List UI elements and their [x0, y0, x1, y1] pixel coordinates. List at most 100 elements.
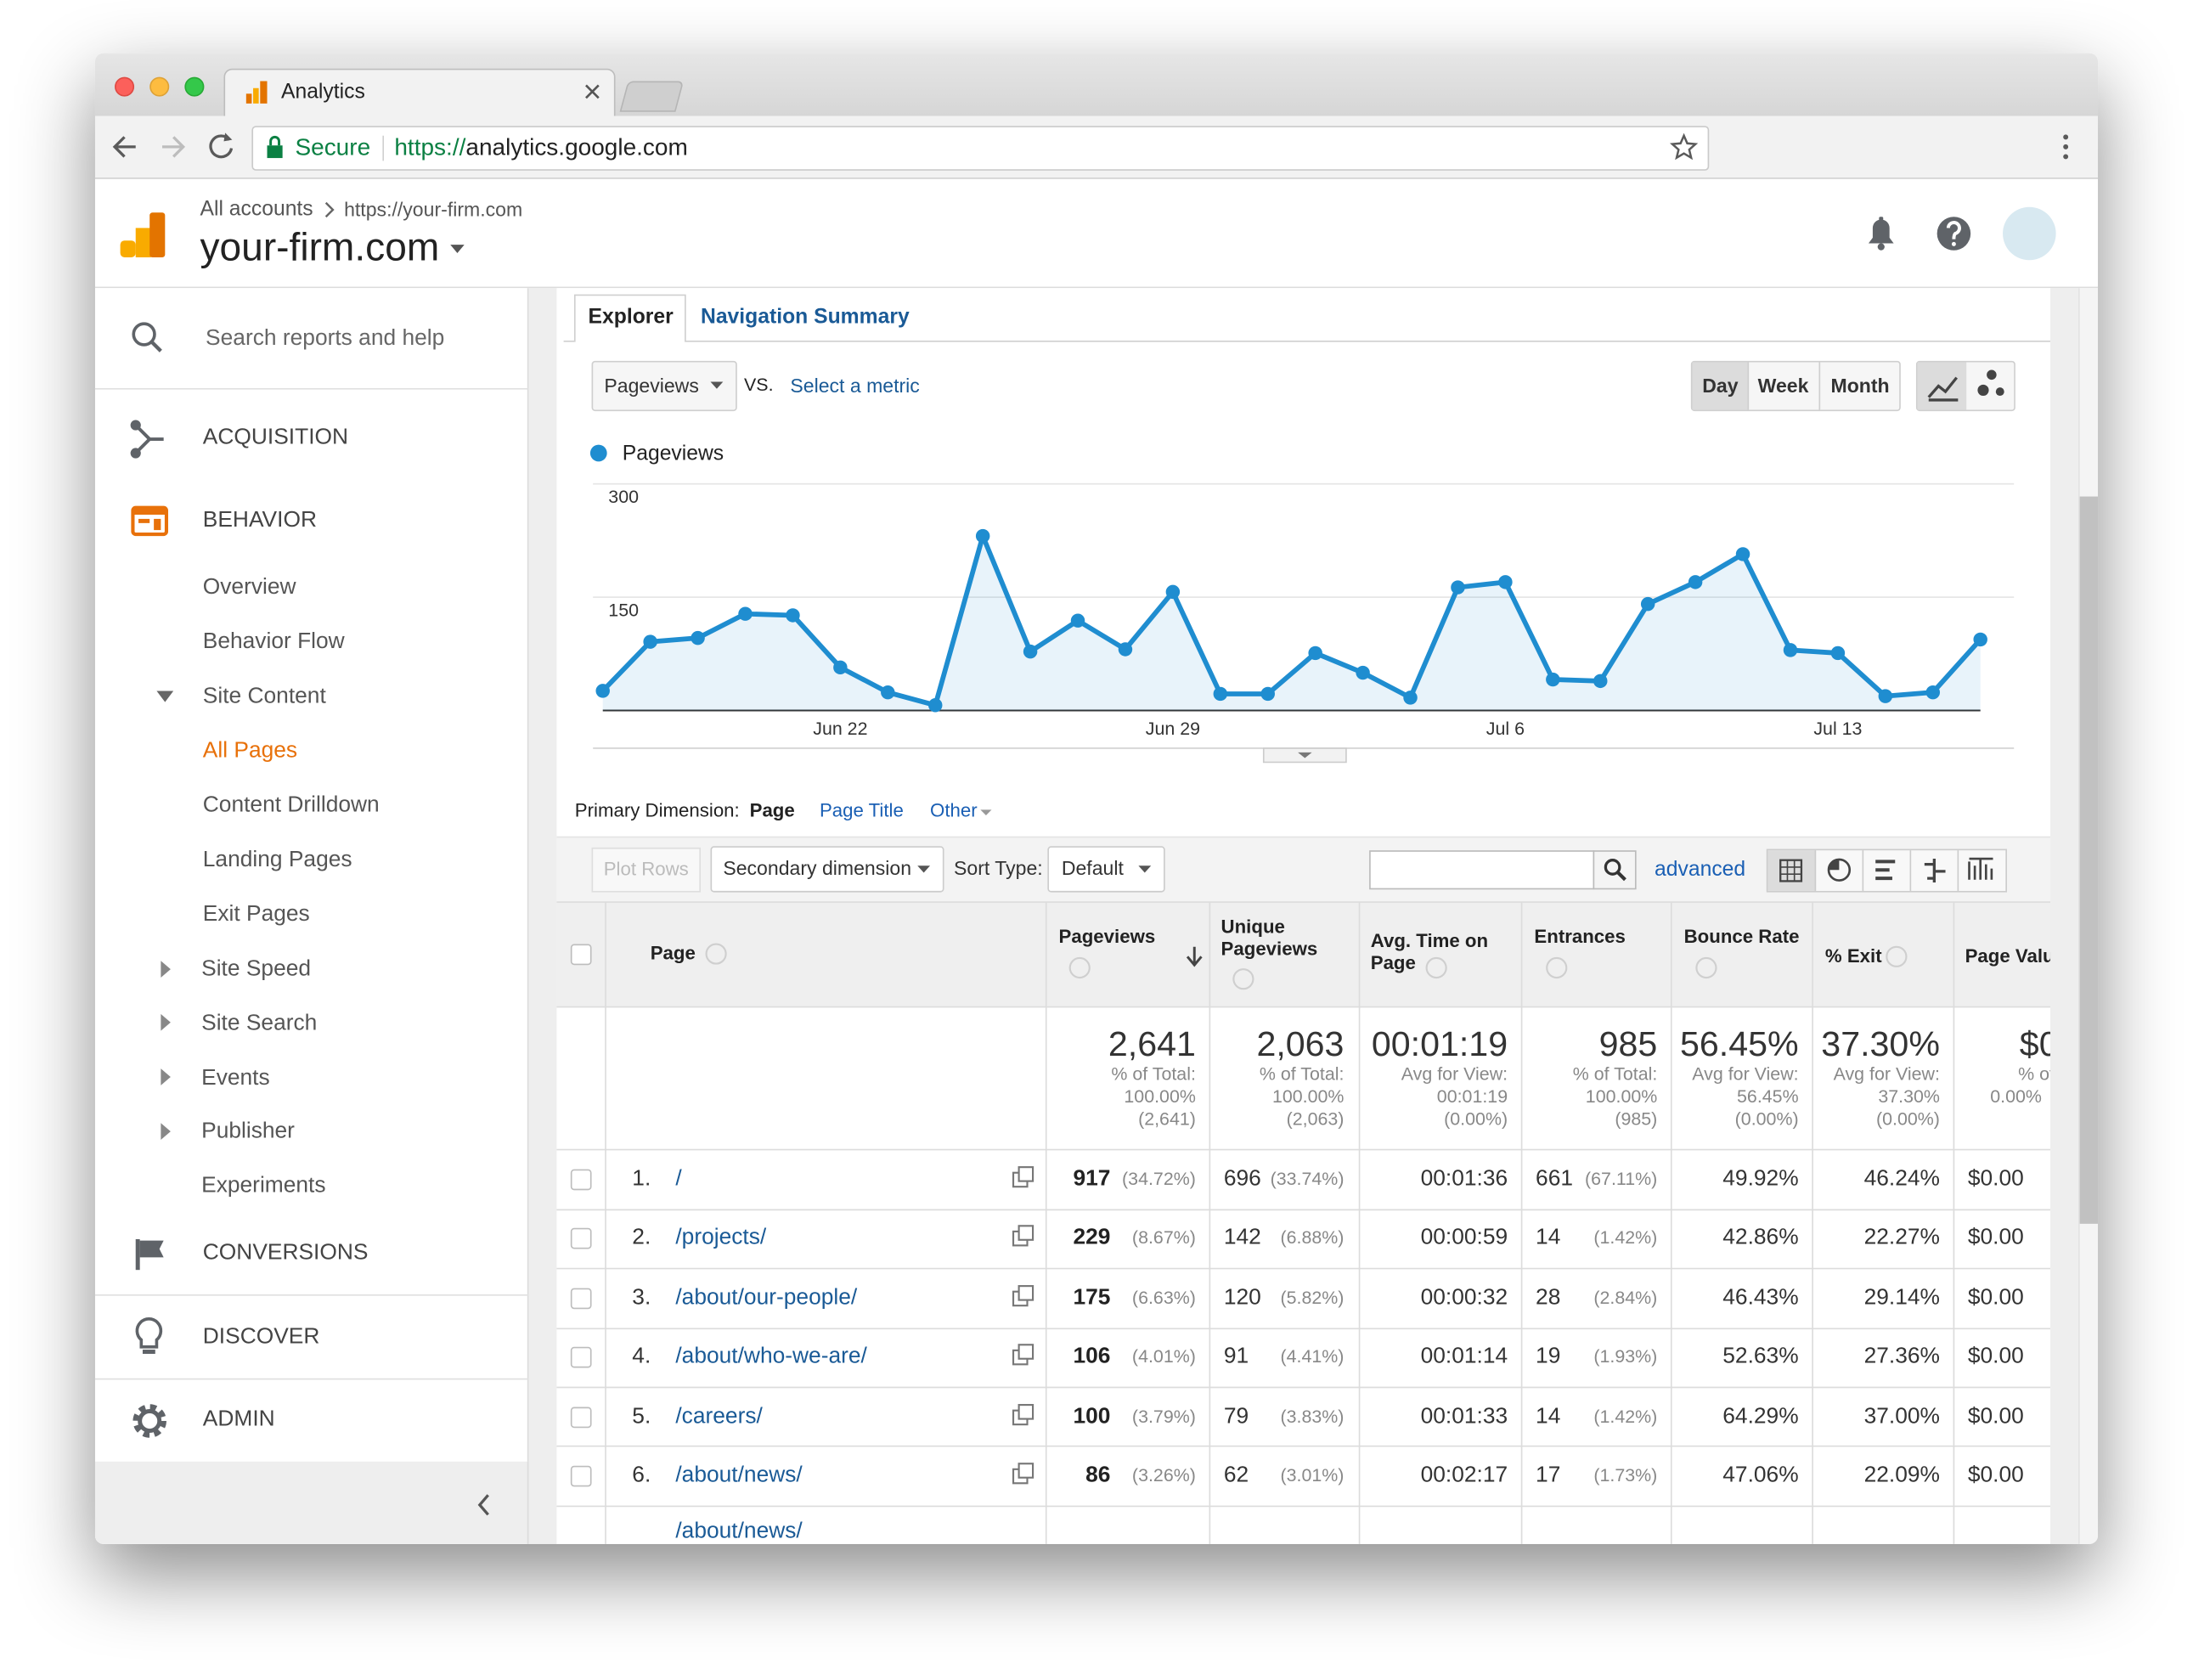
property-caret[interactable]	[450, 245, 465, 254]
zoom-button[interactable]	[184, 76, 205, 97]
nav-item[interactable]: Content Drilldown	[202, 793, 380, 818]
cell-page[interactable]: /about/our-people/	[675, 1285, 858, 1310]
interval-button[interactable]: Week	[1757, 374, 1809, 397]
search-placeholder[interactable]: Search reports and help	[206, 326, 445, 351]
cell-page[interactable]: /about/who-we-are/	[675, 1345, 867, 1369]
column-header[interactable]: Entrances	[1534, 926, 1626, 947]
close-button[interactable]	[115, 76, 135, 97]
line-chart-button[interactable]	[1917, 362, 1967, 410]
interval-button[interactable]: Month	[1830, 374, 1890, 397]
nav-item[interactable]: Exit Pages	[202, 902, 310, 927]
interval-active[interactable]	[1692, 362, 1749, 410]
nav-item[interactable]: Overview	[202, 575, 296, 600]
other-caret	[980, 809, 992, 816]
breadcrumb[interactable]: https://your-firm.com	[344, 198, 523, 221]
help-hints[interactable]	[705, 943, 1908, 990]
nav-item[interactable]: Site Search	[201, 1011, 318, 1035]
plot-rows-button[interactable]: Plot Rows	[603, 858, 689, 880]
cell-unique-pct: (4.41%)	[1280, 1345, 1345, 1367]
browser-menu[interactable]	[2063, 134, 2069, 160]
cell-page[interactable]: /careers/	[675, 1404, 763, 1429]
motion-chart-icon[interactable]	[1977, 369, 2004, 397]
data-point	[1735, 547, 1750, 561]
plot-rows-button[interactable]	[591, 847, 701, 893]
sort-value[interactable]: Default	[1061, 856, 1124, 880]
tab[interactable]: Explorer	[588, 304, 674, 329]
column-header[interactable]: Page Value	[1965, 945, 2065, 967]
explorer-tab[interactable]	[576, 296, 685, 343]
url[interactable]: https://analytics.google.com	[394, 134, 687, 163]
nav-section[interactable]: DISCOVER	[202, 1325, 320, 1350]
search-icon[interactable]	[132, 322, 162, 352]
sort-arrow[interactable]	[1186, 946, 1203, 967]
column-header[interactable]: Avg. Time on Page	[1370, 930, 1489, 974]
metric-dropdown[interactable]	[591, 360, 737, 412]
nav-item[interactable]: All Pages	[202, 739, 298, 764]
column-header[interactable]: Pageviews	[1058, 926, 1156, 947]
secondary-dimension-dropdown[interactable]	[710, 846, 944, 893]
address-bar[interactable]	[251, 126, 1710, 171]
interval-button[interactable]: Day	[1702, 374, 1739, 397]
nav-item[interactable]: Events	[201, 1065, 270, 1090]
dimension-option[interactable]: Page Title	[819, 799, 904, 821]
metric-dropdown-label[interactable]: Pageviews	[604, 374, 699, 397]
collapse-arrow[interactable]	[161, 1013, 171, 1031]
table-search-input[interactable]	[1369, 850, 1595, 890]
expand-arrow[interactable]	[156, 691, 174, 702]
column-header[interactable]: Unique Pageviews	[1221, 916, 1318, 960]
tab[interactable]: Navigation Summary	[700, 304, 910, 329]
column-header[interactable]: Bounce Rate	[1683, 926, 1800, 947]
cell-index: 1.	[632, 1167, 651, 1191]
nav-item[interactable]: Publisher	[201, 1119, 295, 1144]
cell-page[interactable]: /about/news/	[675, 1463, 803, 1488]
collapse-arrow[interactable]	[161, 1068, 171, 1085]
total-base: (0.00%)	[1444, 1108, 1508, 1130]
column-header[interactable]: % Exit	[1824, 945, 1882, 967]
active-tab[interactable]	[223, 68, 616, 116]
nav-section[interactable]: BEHAVIOR	[202, 508, 317, 533]
row-checkboxes[interactable]	[570, 944, 592, 1487]
help-icon[interactable]	[1936, 217, 1971, 251]
view-buttons[interactable]	[1766, 848, 2007, 893]
nav-section[interactable]: ACQUISITION	[202, 426, 349, 450]
tab-close[interactable]	[585, 84, 600, 99]
collapse-arrow[interactable]	[161, 961, 171, 978]
collapse-sidebar[interactable]	[477, 1494, 489, 1516]
advanced-link[interactable]: advanced	[1655, 857, 1746, 882]
nav-item[interactable]: Experiments	[201, 1174, 326, 1198]
sort-dropdown[interactable]	[1047, 846, 1165, 893]
cell-page[interactable]: /	[675, 1167, 682, 1191]
collapse-arrow[interactable]	[161, 1123, 171, 1141]
scrollbar-thumb[interactable]	[2079, 496, 2099, 1224]
secondary-dimension[interactable]: Secondary dimension	[723, 856, 912, 880]
reload-button[interactable]	[209, 134, 234, 159]
back-button[interactable]	[112, 136, 136, 158]
cell-page[interactable]: /about/news/	[675, 1519, 803, 1543]
nav-item[interactable]: Site Speed	[201, 956, 312, 981]
nav-item[interactable]: Landing Pages	[202, 848, 352, 872]
bookmark-star[interactable]	[1669, 132, 1699, 161]
property-name[interactable]: your-firm.com	[200, 225, 440, 269]
notifications-icon[interactable]	[1868, 217, 1894, 251]
total-base: (0.00%)	[1875, 1108, 1940, 1130]
forward-button[interactable]	[162, 136, 186, 158]
data-point	[1593, 674, 1608, 689]
analytics-logo[interactable]	[120, 212, 166, 257]
select-metric-link[interactable]: Select a metric	[790, 374, 920, 397]
nav-section[interactable]: CONVERSIONS	[202, 1241, 369, 1266]
dimension-option[interactable]: Page	[749, 799, 795, 821]
total-share: 100.00%	[1271, 1085, 1345, 1107]
cell-page[interactable]: /projects/	[675, 1226, 767, 1250]
column-header[interactable]: Page	[650, 942, 696, 964]
breadcrumb[interactable]: All accounts	[200, 197, 313, 222]
table-search-button[interactable]	[1593, 850, 1637, 890]
minimize-button[interactable]	[149, 76, 170, 97]
cell-exit: 22.27%	[1863, 1226, 1940, 1250]
nav-item[interactable]: Site Content	[202, 684, 326, 708]
account-avatar[interactable]	[2003, 206, 2056, 261]
dimension-option[interactable]: Other	[930, 799, 978, 821]
nav-section[interactable]: ADMIN	[202, 1407, 275, 1432]
row-link-icons[interactable]	[1012, 1166, 1034, 1485]
nav-item[interactable]: Behavior Flow	[202, 629, 345, 654]
